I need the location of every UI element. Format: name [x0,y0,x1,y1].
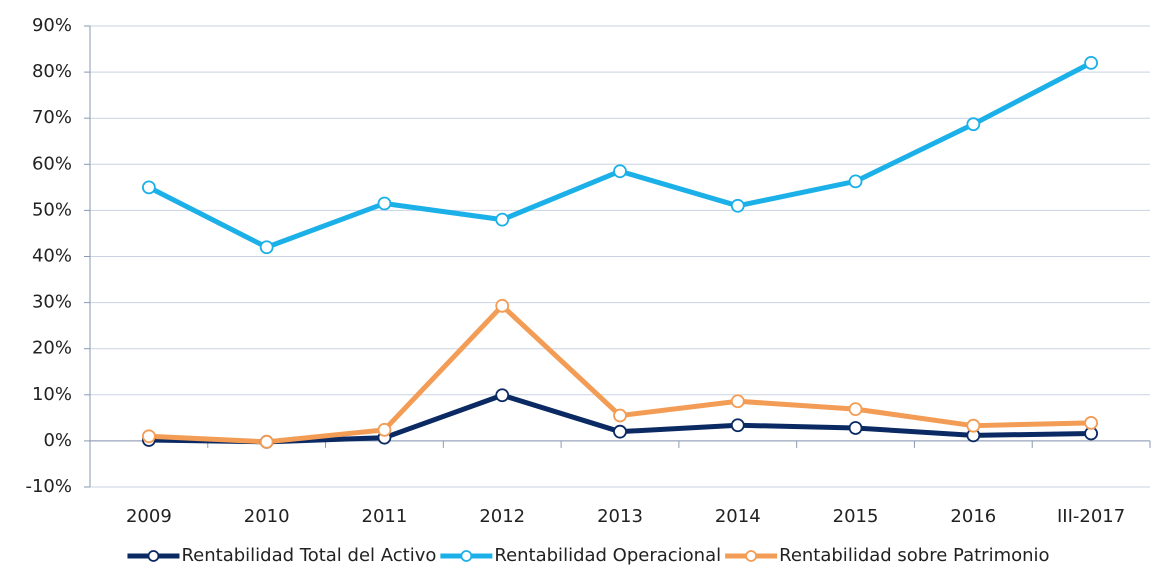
x-tick-label: 2016 [950,506,996,527]
marker [730,198,745,213]
marker [141,180,156,195]
marker [848,174,863,189]
marker [613,164,627,179]
marker [495,388,510,403]
legend: Rentabilidad Total del Activo Rentabilida… [127,545,1050,566]
marker [141,429,156,444]
y-tick-label: 20% [32,338,72,359]
y-tick-label: 40% [32,246,72,267]
x-tick-label: 2013 [597,506,643,527]
x-tick-label: 2009 [126,506,172,527]
legend-marker [147,550,160,562]
x-tick-label: 2011 [362,506,408,527]
marker [377,196,392,211]
legend-marker [745,550,758,562]
y-tick-label: 80% [32,61,72,82]
y-tick-label: -10% [25,476,72,497]
marker [966,117,981,132]
y-tick-label: 0% [43,430,72,451]
legend-marker [460,550,473,562]
marker [848,402,863,416]
x-tick-label: 2012 [479,506,525,527]
marker [613,408,627,423]
legend-label: Rentabilidad sobre Patrimonio [779,545,1049,566]
marker [848,421,863,435]
x-tick-label: 2015 [833,506,879,527]
y-tick-label: 30% [32,292,72,313]
marker [377,422,392,437]
marker [495,298,510,313]
marker [1084,416,1099,430]
marker [1084,55,1099,70]
marker [613,424,627,439]
x-tick-label: III-2017 [1057,506,1125,527]
y-tick-label: 60% [32,153,72,174]
marker [259,240,274,255]
x-tick-label: 2014 [715,506,761,527]
y-tick-label: 70% [32,107,72,128]
y-tick-label: 50% [32,199,72,220]
legend-label: Rentabilidad Total del Activo [181,545,436,566]
y-tick-label: 90% [32,15,72,36]
legend-label: Rentabilidad Operacional [494,545,721,566]
marker [730,418,745,433]
marker [495,212,510,227]
marker [966,418,981,433]
x-tick-label: 2010 [244,506,290,527]
marker [730,394,745,409]
y-tick-label: 10% [32,384,72,405]
line [147,60,1093,250]
marker [259,434,274,449]
